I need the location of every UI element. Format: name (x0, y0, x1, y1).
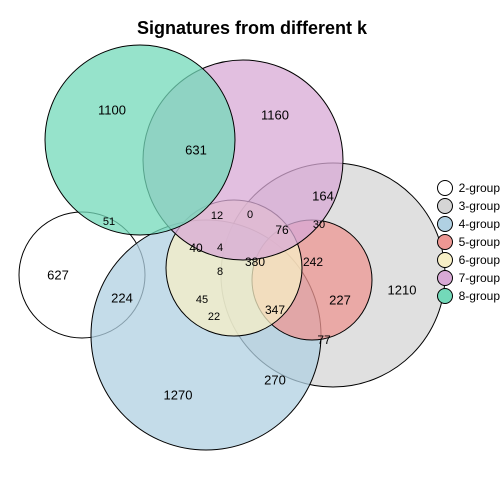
legend-swatch (437, 216, 453, 232)
region-count: 40 (189, 241, 202, 255)
region-count: 1270 (164, 388, 193, 403)
legend-item: 5-group (437, 234, 500, 250)
region-count: 4 (217, 242, 223, 254)
legend-label: 3-group (459, 199, 500, 213)
region-count: 1160 (261, 108, 289, 123)
region-count: 8 (217, 266, 223, 278)
region-count: 1100 (98, 103, 126, 118)
region-count: 1210 (388, 283, 417, 298)
region-count: 380 (245, 255, 265, 269)
legend-label: 6-group (459, 253, 500, 267)
legend-swatch (437, 234, 453, 250)
legend-swatch (437, 270, 453, 286)
region-count: 224 (111, 291, 133, 306)
region-count: 631 (185, 143, 207, 158)
legend-swatch (437, 180, 453, 196)
legend-label: 8-group (459, 289, 500, 303)
legend-swatch (437, 198, 453, 214)
region-count: 242 (303, 255, 323, 269)
region-count: 12 (211, 210, 223, 222)
legend-label: 4-group (459, 217, 500, 231)
legend-item: 2-group (437, 180, 500, 196)
region-count: 270 (264, 373, 286, 388)
region-count: 51 (103, 216, 115, 228)
legend-swatch (437, 252, 453, 268)
region-count: 627 (47, 268, 69, 283)
legend-item: 4-group (437, 216, 500, 232)
region-count: 164 (312, 189, 334, 204)
legend-label: 2-group (459, 181, 500, 195)
venn-diagram (0, 0, 504, 504)
legend-item: 8-group (437, 288, 500, 304)
region-count: 22 (208, 311, 220, 323)
legend-item: 7-group (437, 270, 500, 286)
region-count: 347 (265, 303, 285, 317)
legend-label: 5-group (459, 235, 500, 249)
legend-item: 3-group (437, 198, 500, 214)
region-count: 0 (247, 209, 253, 221)
region-count: 45 (196, 294, 208, 306)
legend: 2-group 3-group 4-group 5-group 6-group 7-gro… (437, 180, 500, 306)
legend-item: 6-group (437, 252, 500, 268)
region-count: 77 (317, 333, 330, 347)
legend-swatch (437, 288, 453, 304)
region-count: 30 (313, 219, 325, 231)
region-count: 76 (275, 223, 288, 237)
legend-label: 7-group (459, 271, 500, 285)
venn-circle-g8 (45, 45, 235, 235)
region-count: 227 (329, 293, 351, 308)
